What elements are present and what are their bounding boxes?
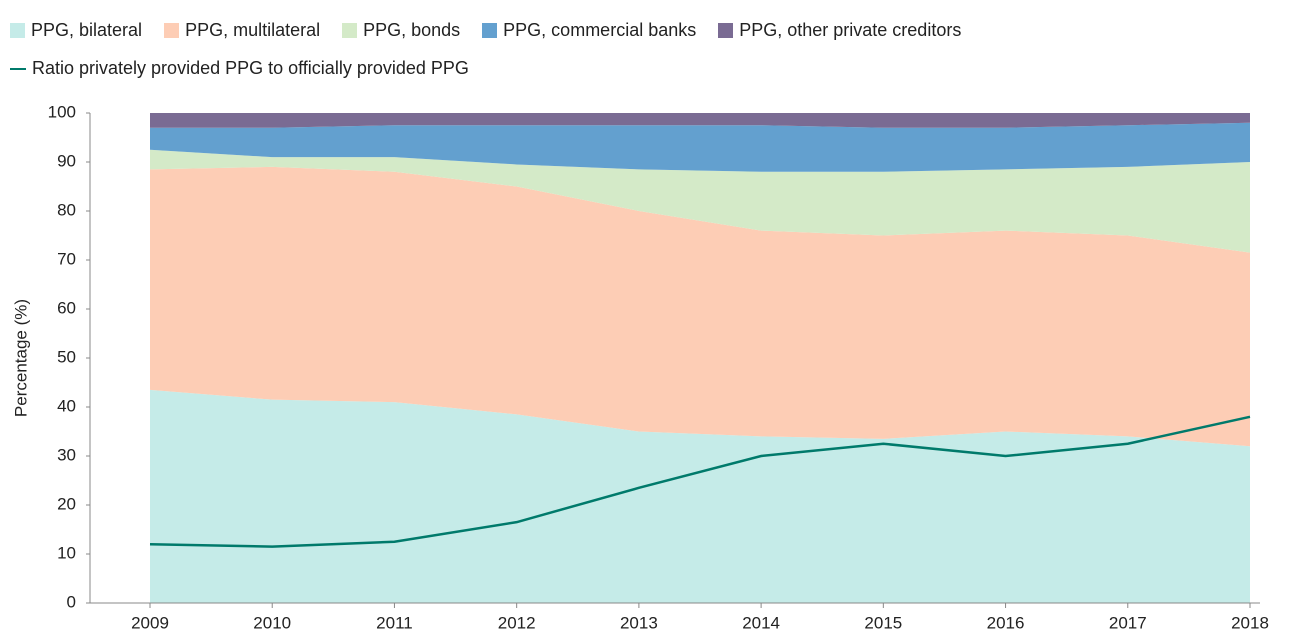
x-tick-label: 2010 bbox=[253, 613, 291, 632]
x-tick-label: 2016 bbox=[987, 613, 1025, 632]
area bbox=[150, 149, 1250, 253]
area bbox=[150, 166, 1250, 447]
y-tick-label: 60 bbox=[57, 298, 76, 317]
x-tick-label: 2017 bbox=[1109, 613, 1147, 632]
legend-label: PPG, commercial banks bbox=[503, 20, 697, 40]
legend-label: Ratio privately provided PPG to official… bbox=[32, 58, 469, 78]
y-tick-label: 100 bbox=[48, 102, 76, 121]
x-tick-label: 2011 bbox=[376, 613, 413, 632]
legend-item: Ratio privately provided PPG to official… bbox=[10, 58, 469, 79]
y-tick-label: 30 bbox=[57, 445, 76, 464]
legend-item: PPG, bilateral bbox=[10, 20, 142, 41]
line bbox=[149, 415, 1251, 548]
legend-item: PPG, commercial banks bbox=[482, 20, 696, 41]
legend-swatch bbox=[164, 23, 180, 38]
y-tick-label: 40 bbox=[57, 396, 76, 415]
y-tick-label: 50 bbox=[57, 347, 76, 366]
legend-swatch bbox=[10, 67, 26, 70]
x-tick-label: 2014 bbox=[742, 613, 780, 632]
y-tick-label: 0 bbox=[67, 592, 76, 611]
legend: Ratio privately provided PPG to official… bbox=[10, 58, 469, 79]
legend: PPG, bilateral PPG, multilateral PPG, bond… bbox=[10, 20, 961, 41]
area bbox=[150, 122, 1250, 172]
x-tick-label: 2009 bbox=[131, 613, 169, 632]
legend-swatch bbox=[10, 23, 25, 38]
y-tick-label: 20 bbox=[57, 494, 76, 513]
x-tick-label: 2015 bbox=[864, 613, 902, 632]
legend-label: PPG, other private creditors bbox=[739, 20, 962, 40]
legend-swatch bbox=[482, 23, 498, 38]
legend-label: PPG, bonds bbox=[363, 20, 461, 40]
area bbox=[150, 113, 1250, 128]
legend-item: PPG, multilateral bbox=[164, 20, 320, 41]
x-tick-label: 2013 bbox=[620, 613, 658, 632]
y-axis-label: Percentage (%) bbox=[11, 299, 30, 417]
y-tick-label: 10 bbox=[57, 543, 76, 562]
legend-swatch bbox=[718, 23, 734, 38]
legend-item: PPG, other private creditors bbox=[718, 20, 961, 41]
legend-swatch bbox=[342, 23, 358, 38]
x-tick-label: 2012 bbox=[498, 613, 536, 632]
y-tick-label: 70 bbox=[57, 249, 76, 268]
legend-item: PPG, bonds bbox=[342, 20, 460, 41]
legend-label: PPG, bilateral bbox=[31, 20, 143, 40]
x-tick-label: 2018 bbox=[1231, 613, 1269, 632]
legend-label: PPG, multilateral bbox=[185, 20, 321, 40]
y-tick-label: 90 bbox=[57, 151, 76, 170]
y-tick-label: 80 bbox=[57, 200, 76, 219]
area bbox=[150, 389, 1250, 603]
